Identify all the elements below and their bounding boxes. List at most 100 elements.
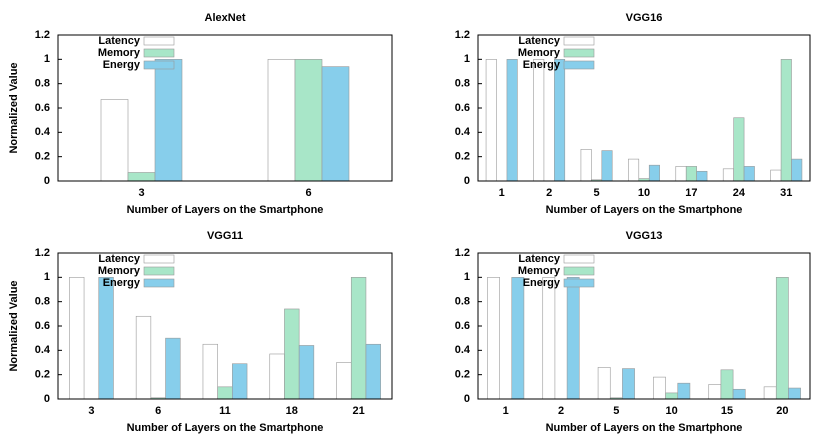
bar [294, 59, 323, 182]
bar [770, 169, 782, 182]
x-tick-label: 2 [546, 187, 552, 199]
bar [675, 166, 687, 182]
bar [69, 277, 85, 400]
y-tick-label: 0.8 [35, 78, 50, 90]
x-tick-label: 10 [638, 187, 650, 199]
legend-swatch [143, 60, 175, 70]
bar [628, 158, 640, 182]
plot-frame [57, 252, 393, 400]
legend-swatch [563, 278, 595, 288]
x-tick-label: 6 [155, 405, 161, 417]
bar [485, 59, 497, 182]
plot-frame [477, 34, 811, 182]
bar [165, 337, 181, 400]
x-axis-title: Number of Layers on the Smartphone [546, 204, 743, 216]
y-axis-title: Normalized Value [8, 62, 20, 153]
y-tick-label: 1.2 [35, 247, 50, 259]
x-tick-label: 1 [499, 187, 505, 199]
bar [336, 362, 352, 400]
bar [98, 277, 114, 400]
y-tick-label: 0 [44, 393, 50, 405]
legend-label: Memory [98, 47, 141, 59]
legend-swatch [143, 266, 175, 276]
bar [506, 59, 518, 182]
legend-swatch [143, 48, 175, 58]
y-tick-label: 0.2 [455, 151, 470, 163]
bar [554, 59, 566, 182]
x-tick-label: 10 [666, 405, 678, 417]
x-tick-label: 20 [776, 405, 788, 417]
bar [321, 66, 350, 182]
bar [722, 168, 734, 182]
y-tick-label: 0.8 [35, 296, 50, 308]
x-tick-label: 21 [352, 405, 364, 417]
x-axis-title: Number of Layers on the Smartphone [546, 422, 743, 434]
legend-label: Memory [518, 265, 561, 277]
y-tick-label: 0 [44, 175, 50, 187]
x-tick-label: 18 [286, 405, 298, 417]
chart-title: VGG13 [626, 230, 663, 242]
plot-frame [477, 252, 811, 400]
y-tick-label: 1 [44, 271, 50, 283]
bar [720, 369, 734, 400]
bar [487, 277, 500, 400]
bar [597, 367, 611, 400]
bar [763, 386, 777, 400]
bar [622, 368, 635, 400]
y-tick-label: 1 [464, 271, 470, 283]
legend-label: Energy [523, 59, 561, 71]
legend-label: Energy [103, 277, 141, 289]
y-tick-label: 0.2 [35, 151, 50, 163]
bar [648, 164, 660, 182]
x-tick-label: 2 [558, 405, 564, 417]
legend-label: Memory [518, 47, 561, 59]
bar [154, 59, 183, 182]
legend-label: Latency [518, 35, 560, 47]
bar [511, 277, 525, 400]
bar [775, 277, 789, 400]
bar [743, 166, 755, 182]
bar [677, 382, 691, 400]
y-tick-label: 0.6 [35, 320, 50, 332]
x-tick-label: 15 [721, 405, 733, 417]
x-axis-title: Number of Layers on the Smartphone [127, 422, 324, 434]
y-tick-label: 1 [464, 53, 470, 65]
bar [135, 315, 152, 400]
bar [542, 277, 556, 400]
x-tick-label: 1 [503, 405, 509, 417]
x-tick-label: 3 [138, 187, 144, 199]
legend-swatch [143, 278, 175, 288]
bar [733, 117, 745, 182]
bar [533, 59, 545, 182]
bar [127, 172, 156, 182]
bar [217, 386, 233, 400]
bar [350, 277, 367, 400]
legend-swatch [563, 36, 595, 46]
x-tick-label: 17 [685, 187, 697, 199]
y-tick-label: 1.2 [35, 29, 50, 41]
x-tick-label: 5 [613, 405, 619, 417]
bar [232, 363, 248, 400]
y-tick-label: 1 [44, 53, 50, 65]
y-tick-label: 0.6 [455, 320, 470, 332]
bar [267, 59, 296, 182]
y-tick-label: 0.4 [35, 126, 51, 138]
y-tick-label: 0.2 [455, 369, 470, 381]
y-tick-label: 0.2 [35, 369, 50, 381]
y-tick-label: 0.8 [455, 78, 470, 90]
bar [653, 376, 666, 400]
legend-label: Latency [518, 253, 560, 265]
legend-swatch [563, 266, 595, 276]
bar [202, 343, 218, 400]
plot-frame [57, 34, 393, 182]
legend-swatch [143, 36, 175, 46]
bar [665, 392, 679, 400]
legend-label: Memory [98, 265, 141, 277]
chart-title: AlexNet [205, 12, 246, 24]
legend-swatch [563, 48, 595, 58]
chart-title: VGG11 [207, 230, 243, 242]
bar [696, 170, 708, 182]
bar [580, 149, 592, 182]
x-tick-label: 24 [733, 187, 746, 199]
